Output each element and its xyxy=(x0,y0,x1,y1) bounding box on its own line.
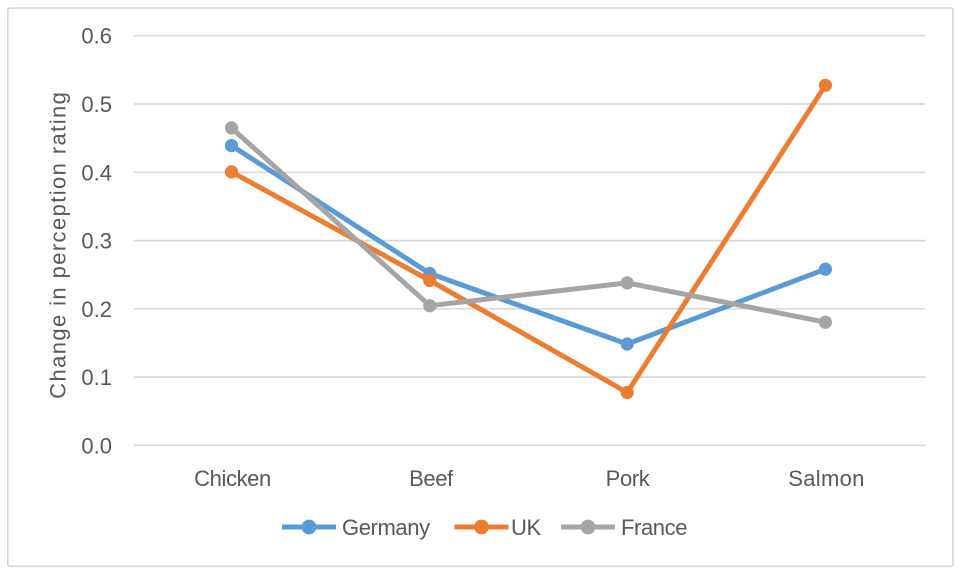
svg-text:Beef: Beef xyxy=(409,466,454,491)
svg-text:Salmon: Salmon xyxy=(788,466,864,491)
svg-text:0.5: 0.5 xyxy=(81,92,112,117)
svg-text:0.2: 0.2 xyxy=(81,297,112,322)
svg-text:0.1: 0.1 xyxy=(81,365,112,390)
svg-text:0.6: 0.6 xyxy=(81,24,112,49)
svg-text:0.4: 0.4 xyxy=(81,160,112,185)
svg-text:France: France xyxy=(621,515,687,540)
svg-text:Germany: Germany xyxy=(342,515,430,540)
svg-text:Chicken: Chicken xyxy=(194,466,271,491)
svg-text:UK: UK xyxy=(511,515,541,540)
svg-text:0.0: 0.0 xyxy=(81,433,112,458)
svg-text:Change in perception rating: Change in perception rating xyxy=(46,91,71,399)
svg-text:Pork: Pork xyxy=(606,466,651,491)
svg-text:0.3: 0.3 xyxy=(81,229,112,254)
